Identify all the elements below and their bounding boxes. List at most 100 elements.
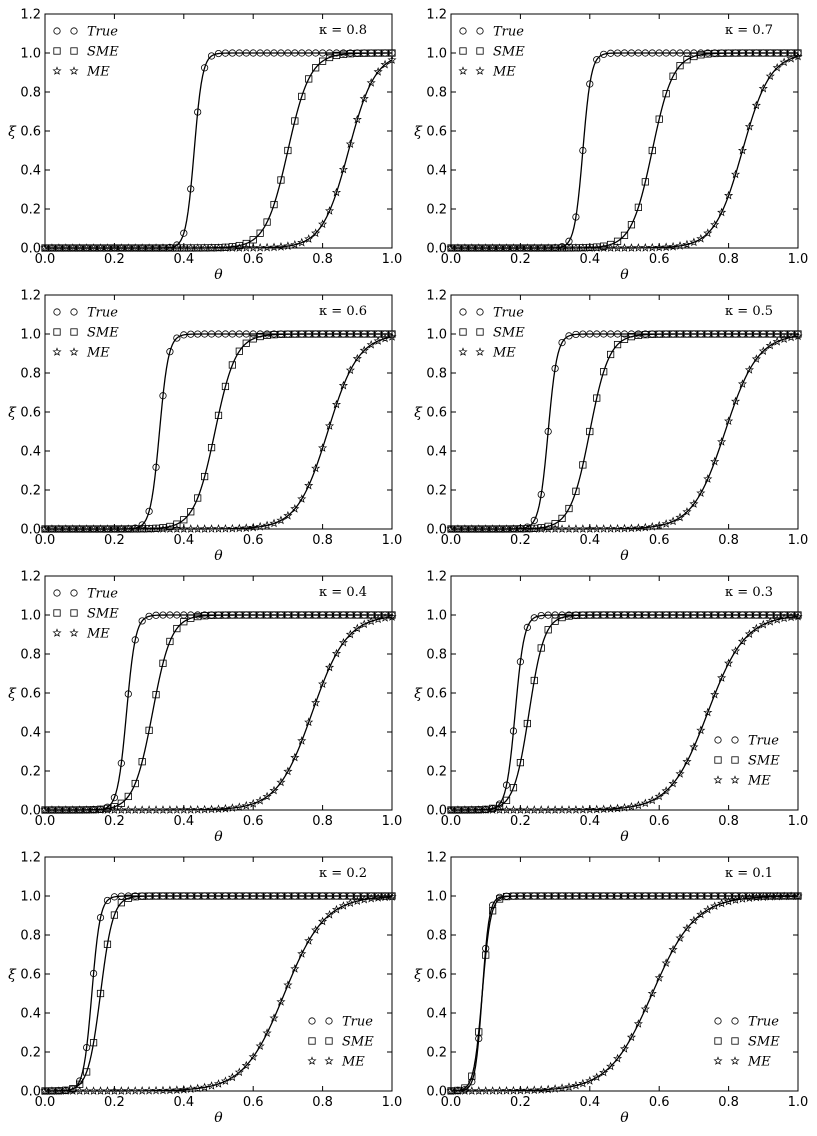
data-point-sme-7 [495,802,504,810]
x-tick-label: 0.0 [35,252,56,267]
data-point-true-22 [600,50,608,58]
data-point-me-17 [564,805,574,814]
kappa-annotation: κ = 0.2 [319,866,367,881]
data-point-sme-7 [89,1039,98,1047]
data-point-me-18 [165,805,175,814]
data-point-me-34 [276,997,286,1006]
x-axis-label: θ [214,1110,223,1126]
data-point-sme-37 [704,50,712,58]
data-point-me-28 [234,523,244,533]
data-point-sme-38 [305,75,313,83]
data-point-true-15 [145,507,153,515]
data-point-sme-22 [194,494,202,502]
data-point-me-31 [255,242,265,252]
legend-marker-me [69,66,79,75]
data-point-sme-24 [613,892,622,900]
data-point-sme-24 [207,611,216,619]
x-tick-label: 1.0 [382,533,403,548]
data-point-true-36 [291,49,299,57]
data-point-sme-21 [187,892,195,900]
data-point-true-37 [298,49,306,57]
data-point-me-29 [241,800,251,810]
y-tick-label: 0.8 [20,648,41,663]
data-point-me-49 [786,612,796,622]
data-point-sme-33 [270,200,278,209]
data-point-sme-43 [745,330,754,338]
y-tick-label: 1.2 [20,289,41,304]
data-point-me-49 [380,613,390,622]
data-point-me-10 [109,1086,119,1095]
data-point-sme-15 [145,726,153,734]
data-point-me-19 [172,805,182,814]
data-point-me-47 [772,62,782,72]
data-point-me-1 [453,1086,463,1095]
data-point-true-28 [641,49,649,57]
series-line-me [451,55,799,249]
data-point-me-41 [730,396,741,406]
data-point-sme-17 [565,504,573,513]
y-tick-label: 1.0 [426,328,447,343]
y-tick-label: 0.2 [426,203,447,218]
data-point-sme-30 [249,236,257,244]
data-point-true-18 [166,348,174,356]
data-point-me-26 [220,1076,230,1086]
legend-marker-true [70,308,78,316]
data-point-sme-8 [502,796,511,804]
data-point-me-32 [262,1028,272,1037]
data-point-me-37 [297,237,307,247]
data-point-me-36 [290,752,300,762]
data-point-me-36 [696,909,706,919]
data-point-sme-12 [124,792,132,801]
data-point-sme-37 [704,330,712,338]
data-point-me-47 [772,336,782,346]
data-point-me-32 [262,520,272,530]
data-point-true-17 [159,611,167,619]
data-point-me-40 [724,896,734,906]
data-point-me-15 [550,1084,560,1093]
data-point-sme-14 [544,892,552,900]
data-point-true-40 [318,49,327,57]
data-point-me-32 [668,516,678,526]
data-point-me-13 [536,805,546,814]
data-point-me-38 [710,456,720,466]
data-point-me-10 [515,524,525,533]
data-point-sme-18 [166,637,174,646]
data-point-sme-20 [586,611,594,619]
data-point-me-39 [311,697,321,707]
data-point-true-38 [305,49,313,57]
data-point-me-16 [557,524,567,533]
data-point-sme-46 [360,49,368,57]
data-point-me-30 [654,242,664,252]
legend-label-me: ME [747,774,771,789]
legend-marker-true [70,589,78,597]
data-point-me-38 [304,234,314,243]
legend-label-true: True [342,1015,373,1030]
data-point-me-2 [460,1086,470,1095]
data-point-sme-41 [731,892,740,900]
data-point-me-43 [338,901,348,910]
data-point-true-27 [634,49,642,57]
data-point-me-23 [606,1061,616,1071]
x-axis-label: θ [620,829,629,845]
legend-marker-me [52,628,62,637]
data-point-sme-20 [180,892,188,900]
legend-label-sme: SME [748,754,780,769]
subplot-kappa-5: 0.0 0.2 0.4 0.6 0.8 1.0 0.0 0.2 0.4 0.6 0.8 1.0 1.2 θ… [414,570,808,846]
data-point-sme-35 [690,611,698,619]
data-point-sme-26 [627,892,636,900]
series-line-me [45,336,393,530]
data-point-me-37 [297,949,307,958]
y-axis-label: ξ [414,405,423,421]
data-point-sme-45 [759,611,767,619]
data-point-sme-22 [600,368,608,376]
x-tick-label: 0.0 [441,252,462,267]
data-point-me-46 [359,619,369,629]
data-point-sme-41 [731,330,740,338]
data-point-true-12 [124,690,132,698]
data-point-sme-13 [537,644,545,652]
data-point-me-32 [262,791,272,801]
data-point-me-40 [318,219,328,229]
data-point-me-48 [779,613,789,623]
data-point-me-10 [515,805,525,814]
data-point-me-20 [585,804,595,814]
